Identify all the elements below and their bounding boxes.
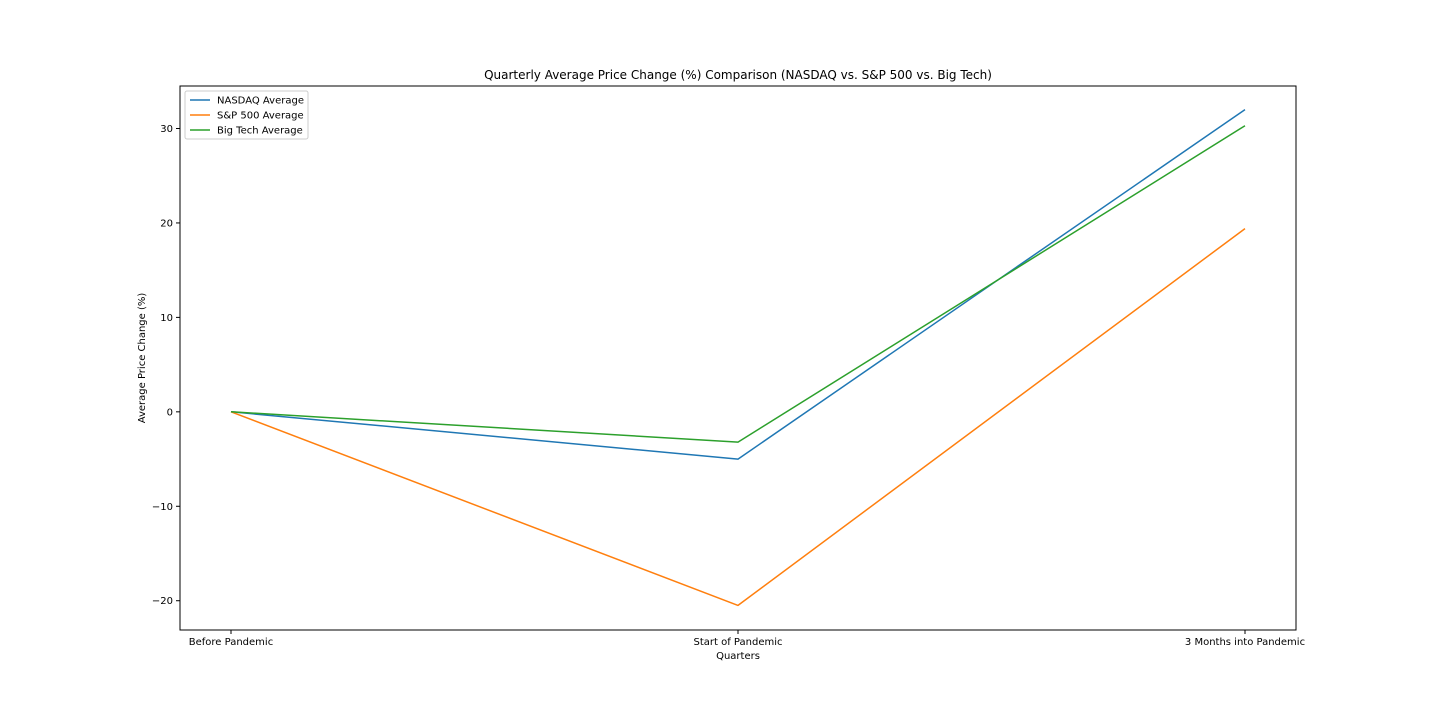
legend-entries: NASDAQ Average S&P 500 Average Big Tech Av…: [190, 96, 304, 137]
series-line-nasdaq-average: [230, 108, 1246, 460]
legend: NASDAQ Average S&P 500 Average Big Tech Av…: [184, 90, 309, 140]
y-tick-label: 10: [160, 313, 173, 324]
series-line-s-p-500-average: [230, 227, 1246, 607]
chart-title: Quarterly Average Price Change (%) Compa…: [484, 68, 992, 82]
legend-box: [184, 90, 309, 140]
plot-frame: [179, 85, 1297, 631]
legend-label: NASDAQ Average: [217, 96, 304, 107]
y-tick-label: 20: [160, 218, 173, 229]
x-tick-label: Before Pandemic: [189, 637, 273, 648]
series-line-big-tech-average: [230, 125, 1246, 443]
x-axis-ticks: Before Pandemic Start of Pandemic 3 Months…: [189, 630, 1305, 648]
legend-label: Big Tech Average: [217, 126, 303, 137]
legend-label: S&P 500 Average: [217, 111, 304, 122]
y-tick-label: −20: [152, 596, 173, 607]
y-axis-label: Average Price Change (%): [137, 293, 148, 424]
series-layer: [230, 108, 1246, 607]
y-tick-label: 30: [160, 124, 173, 135]
y-tick-label: 0: [167, 407, 173, 418]
x-tick-label: Start of Pandemic: [694, 637, 783, 648]
x-tick-label: 3 Months into Pandemic: [1185, 637, 1305, 648]
y-axis-ticks: −20 −10 0 10 20 30: [152, 124, 180, 607]
y-tick-label: −10: [152, 502, 173, 513]
x-axis-label: Quarters: [716, 651, 760, 662]
